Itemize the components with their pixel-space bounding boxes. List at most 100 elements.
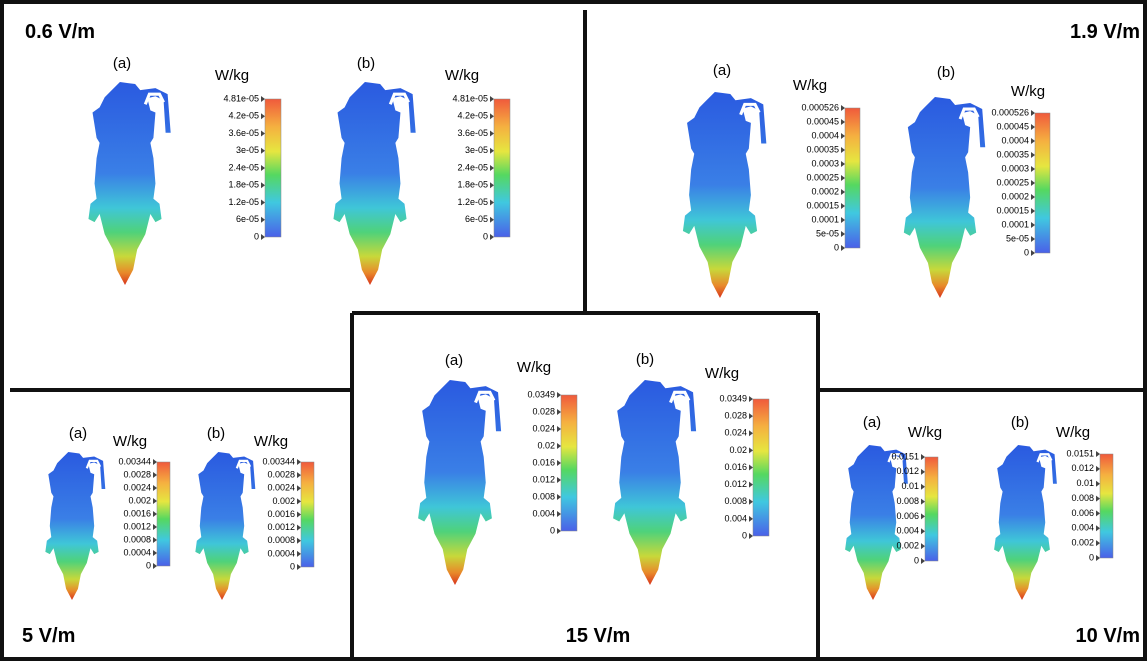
colorbar-tick [1096,465,1100,472]
colorbar-tick-label: 5e-05 [1006,233,1029,243]
colorbar-tick-label: 0.002 [128,495,151,505]
colorbar-tick [261,182,265,189]
colorbar-unit: W/kg [1056,424,1090,441]
colorbar-tick-label: 0.024 [724,428,747,438]
colorbar-tick-label: 0 [914,555,919,565]
colorbar-tick-label: 0.000526 [991,107,1029,117]
colorbar-tick [921,528,925,535]
colorbar-tick [749,533,753,539]
colorbar-tick-label: 0.0004 [1001,135,1029,145]
colorbar-tick [261,113,265,120]
colorbar-tick [153,511,157,517]
colorbar-tick [153,472,157,478]
colorbar-tick [297,550,301,557]
colorbar-tick-label: 4.2e-05 [457,111,488,121]
colorbar-tick-label: 0.0002 [1001,191,1029,201]
colorbar-tick [841,147,845,153]
colorbar-tick [841,119,845,125]
colorbar-tick [261,96,265,102]
colorbar-tick-label: 0.0012 [123,521,151,531]
colorbar-tick-label: 0.00015 [996,205,1029,215]
view-tag: (b) [937,64,955,81]
colorbar-tick [841,189,845,195]
colorbar-tick [921,498,925,505]
colorbar [752,398,770,537]
colorbar-tick [490,234,494,240]
colorbar-tick-label: 0.0001 [811,214,839,224]
colorbar-tick-label: 0.00344 [262,456,295,466]
colorbar-unit: W/kg [793,77,827,94]
colorbar-tick [153,498,157,504]
colorbar [844,107,861,249]
colorbar-tick [841,245,845,251]
panel-title: 1.9 V/m [1070,21,1140,43]
colorbar-tick [261,199,265,206]
colorbar-tick-label: 0.0012 [267,522,295,532]
colorbar-tick [1031,236,1035,242]
colorbar-tick-label: 0.0003 [1001,163,1029,173]
colorbar [300,461,315,568]
colorbar-tick-label: 0.02 [537,440,555,450]
colorbar-tick-label: 0.00035 [806,144,839,154]
colorbar-tick [1031,180,1035,186]
colorbar-tick [261,216,265,223]
colorbar [156,461,171,567]
panel-title: 0.6 V/m [25,21,95,43]
colorbar-tick-label: 0.0349 [719,393,747,403]
colorbar-tick-label: 0.004 [1071,523,1094,533]
colorbar-tick [749,413,753,420]
colorbar-tick [490,113,494,120]
colorbar-tick [153,537,157,543]
sar-body-map [611,380,698,585]
colorbar-tick [261,147,265,154]
colorbar-tick [1096,510,1100,517]
colorbar-tick-label: 0.008 [724,496,747,506]
colorbar-tick-label: 0.016 [724,462,747,472]
colorbar-tick-label: 1.2e-05 [457,197,488,207]
colorbar-tick-label: 0.0016 [123,508,151,518]
colorbar-tick [841,175,845,181]
view-tag: (b) [636,351,654,368]
colorbar-tick [749,464,753,471]
sar-body-map [992,445,1059,600]
colorbar-tick-label: 0.012 [724,479,747,489]
colorbar-unit: W/kg [1011,83,1045,100]
colorbar-tick [297,524,301,531]
colorbar-tick [841,217,845,223]
colorbar-tick [921,558,925,564]
colorbar-tick [921,513,925,520]
colorbar-tick-label: 0.00344 [118,456,151,466]
colorbar-tick-label: 0 [1024,247,1029,257]
colorbar-tick [1031,110,1035,116]
colorbar [560,394,578,532]
colorbar-tick [297,564,301,570]
colorbar-tick [557,528,561,534]
colorbar-tick [297,537,301,544]
sar-body-map [681,92,768,298]
colorbar-tick-label: 0.012 [1071,463,1094,473]
colorbar [493,98,511,238]
colorbar-tick-label: 6e-05 [236,214,259,224]
colorbar-tick-label: 4.2e-05 [228,111,259,121]
colorbar-tick-label: 1.2e-05 [228,197,259,207]
colorbar-tick-label: 5e-05 [816,228,839,238]
colorbar-tick [749,396,753,402]
colorbar-tick-label: 0.0151 [891,451,919,461]
colorbar-tick [1096,495,1100,502]
colorbar-tick [1031,152,1035,158]
colorbar-tick [490,199,494,206]
colorbar-tick [841,105,845,111]
colorbar-unit: W/kg [113,433,147,450]
colorbar-tick-label: 4.81e-05 [223,93,259,103]
view-tag: (b) [357,55,375,72]
colorbar-tick [557,460,561,466]
colorbar-tick [557,409,561,415]
sar-body-map [194,452,257,600]
colorbar [924,456,939,562]
colorbar-tick [749,498,753,505]
sar-body-map [86,82,173,285]
colorbar-tick [1031,208,1035,214]
